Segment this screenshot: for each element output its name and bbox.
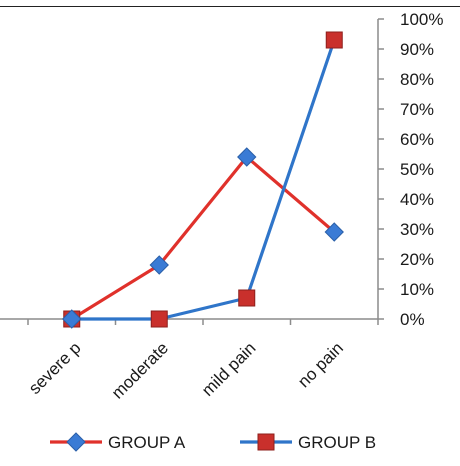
series-0-point [62, 309, 82, 329]
legend-label-0: GROUP A [108, 433, 186, 452]
top-border [0, 6, 460, 7]
y-tick-label: 80% [400, 70, 434, 89]
x-tick-label: severe p [25, 338, 85, 398]
x-tick-label: no pain [294, 338, 347, 391]
series-1-point [325, 31, 343, 49]
legend-label-1: GROUP B [298, 433, 376, 452]
legend: GROUP A GROUP B [50, 432, 376, 452]
y-tick-label: 20% [400, 250, 434, 269]
y-tick-label: 50% [400, 160, 434, 179]
series-0-point [149, 255, 169, 275]
x-tick-label: mild pain [198, 338, 260, 400]
series-1-point [150, 310, 168, 328]
y-tick-label: 30% [400, 220, 434, 239]
series-lines [70, 39, 336, 321]
y-tick-label: 10% [400, 280, 434, 299]
series-markers [62, 31, 344, 329]
legend-marker-0 [66, 432, 86, 452]
y-tick-label: 70% [400, 100, 434, 119]
y-tick-label: 0% [400, 310, 425, 329]
y-tick-label: 40% [400, 190, 434, 209]
y-tick-label: 90% [400, 40, 434, 59]
y-tick-label: 100% [400, 10, 443, 29]
x-tick-label: moderate [108, 338, 172, 402]
axis-labels: 0% 10% 20% 30% 40% 50% 60% 70% 80% 90% 100% severe … [25, 10, 443, 403]
series-0-point [237, 147, 257, 167]
y-tick-label: 60% [400, 130, 434, 149]
legend-marker-1 [257, 433, 275, 451]
series-0-point [324, 222, 344, 242]
series-line-1 [71, 39, 336, 321]
series-line-0 [70, 155, 336, 321]
series-1-point [238, 289, 256, 307]
